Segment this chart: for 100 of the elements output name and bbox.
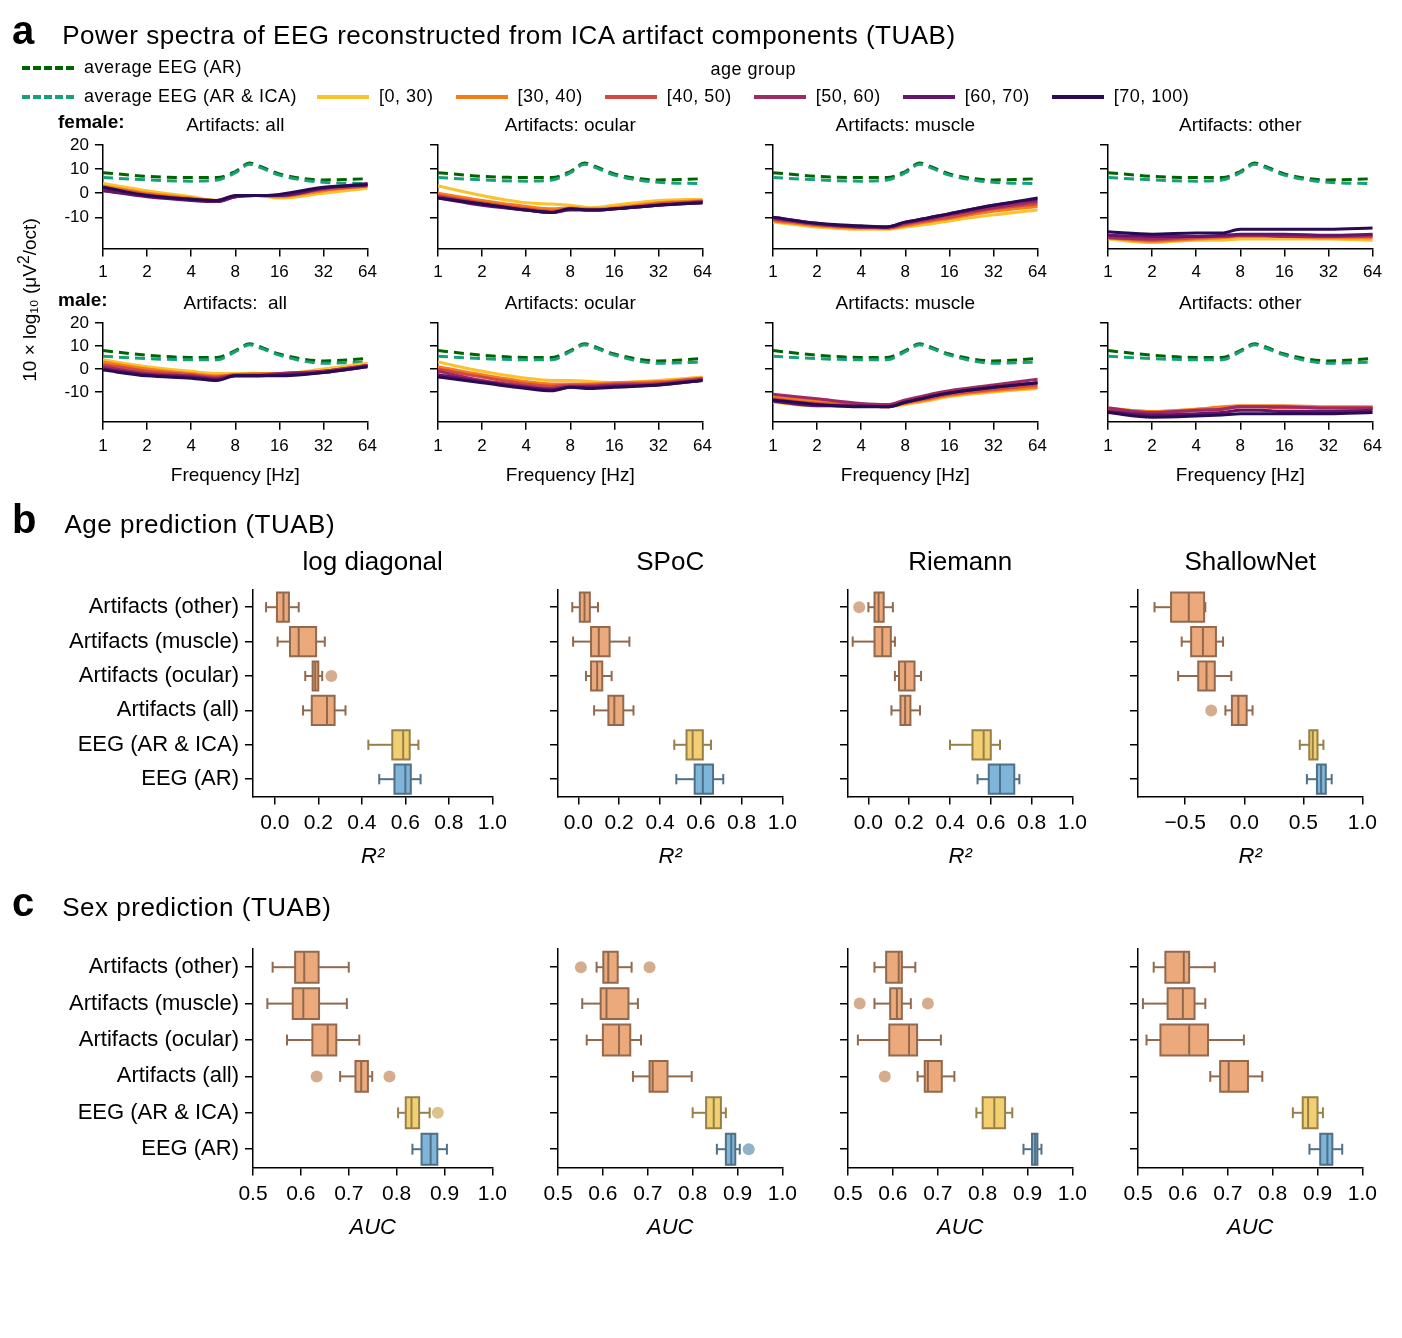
y-tick-label: Artifacts (other)	[88, 593, 239, 619]
x-axis-title: Frequency [Hz]	[840, 463, 970, 485]
x-tick-label: 0.7	[923, 1180, 953, 1204]
x-tick-label: 0.2	[894, 809, 924, 833]
text: Age prediction (TUAB)	[64, 509, 336, 540]
x-tick-label: 0.6	[390, 809, 420, 833]
y-tick-label: 0	[79, 182, 89, 202]
x-tick-label: 32	[648, 435, 668, 455]
x-tick-label: 16	[939, 262, 959, 282]
legend-label: average EEG (AR & ICA)	[83, 86, 298, 107]
y-tick-label: Artifacts (muscle)	[69, 989, 239, 1015]
x-tick-label: 8	[230, 262, 241, 282]
x-tick-label: 2	[812, 435, 822, 455]
x-tick-label: 8	[1235, 262, 1246, 282]
x-axis-title: Frequency [Hz]	[505, 463, 635, 485]
x-tick-label: 1	[1103, 262, 1113, 282]
chart-title: Artifacts: muscle	[835, 291, 975, 313]
x-tick-label: 0.9	[1302, 1180, 1333, 1204]
x-tick-label: 4	[1191, 262, 1201, 282]
text: Power spectra of EEG reconstructed from ICA artifact components (TUAB)	[62, 20, 956, 51]
y-tick-label: Artifacts (ocular)	[78, 662, 239, 688]
x-tick-label: −0.5	[1164, 809, 1206, 833]
x-tick-label: 4	[1191, 435, 1201, 455]
x-tick-label: 8	[900, 435, 911, 455]
x-tick-label: 0.9	[1012, 1180, 1043, 1204]
x-tick-label: 0.8	[727, 809, 757, 833]
x-axis-title: R²	[1238, 842, 1263, 868]
x-tick-label: 2	[142, 435, 152, 455]
x-tick-label: 0.4	[347, 809, 377, 833]
x-tick-label: 64	[358, 262, 378, 282]
x-tick-label: 2	[477, 435, 487, 455]
x-axis-title: AUC	[934, 1213, 984, 1239]
text: a	[12, 8, 35, 53]
x-tick-label: 0.9	[722, 1180, 753, 1204]
x-tick-label: 0.6	[686, 809, 716, 833]
x-tick-label: 0.5	[833, 1180, 863, 1204]
text: c	[12, 880, 35, 925]
x-tick-label: 1	[433, 435, 443, 455]
legend-title: age group	[710, 59, 796, 80]
x-tick-label: 64	[358, 435, 378, 455]
x-tick-label: 8	[565, 262, 576, 282]
x-tick-label: 0.0	[1229, 809, 1259, 833]
x-tick-label: 16	[604, 262, 624, 282]
x-tick-label: 2	[812, 262, 822, 282]
x-tick-label: 1	[768, 262, 778, 282]
x-tick-label: 4	[186, 262, 196, 282]
y-tick-label: EEG (AR)	[141, 765, 239, 791]
x-axis-title: R²	[361, 842, 385, 868]
x-tick-label: 0.0	[853, 809, 883, 833]
x-tick-label: 0.9	[429, 1180, 460, 1204]
x-tick-label: 16	[1274, 435, 1294, 455]
x-axis-title: Frequency [Hz]	[170, 463, 300, 485]
x-axis-title: AUC	[347, 1213, 397, 1239]
x-tick-label: 1.0	[767, 1180, 798, 1204]
x-tick-label: 4	[186, 435, 196, 455]
legend-label: [40, 50)	[665, 86, 732, 107]
legend-label: [30, 40)	[516, 86, 583, 107]
legend-label: [50, 60)	[814, 86, 881, 107]
x-tick-label: 1.0	[1347, 1180, 1378, 1204]
x-axis-title: AUC	[644, 1213, 694, 1239]
x-tick-label: 16	[269, 262, 289, 282]
x-tick-label: 1.0	[1057, 809, 1088, 833]
text: Sex prediction (TUAB)	[62, 892, 332, 923]
x-axis-title: R²	[948, 842, 973, 868]
x-tick-label: 0.8	[434, 809, 464, 833]
y-tick-label: 10	[70, 158, 89, 178]
x-tick-label: 64	[693, 435, 713, 455]
x-axis-title: AUC	[1224, 1213, 1274, 1239]
x-tick-label: 64	[1363, 262, 1383, 282]
x-tick-label: 32	[313, 262, 333, 282]
chart-title: Artifacts: other	[1179, 113, 1303, 135]
chart-title: Artifacts: muscle	[835, 113, 975, 135]
x-tick-label: 1	[98, 435, 108, 455]
x-tick-label: 0.6	[1168, 1180, 1198, 1204]
x-tick-label: 8	[1235, 435, 1246, 455]
x-tick-label: 1.0	[1057, 1180, 1088, 1204]
x-tick-label: 0.5	[1123, 1180, 1153, 1204]
x-tick-label: 0.6	[588, 1180, 618, 1204]
y-tick-label: -10	[64, 206, 89, 226]
x-tick-label: 16	[269, 435, 289, 455]
x-tick-label: 2	[1147, 262, 1157, 282]
y-tick-label: EEG (AR & ICA)	[77, 1098, 239, 1124]
x-tick-label: 0.6	[976, 809, 1006, 833]
x-tick-label: 4	[856, 435, 866, 455]
y-tick-label: EEG (AR)	[141, 1135, 239, 1161]
x-tick-label: 0.2	[303, 809, 333, 833]
x-tick-label: 0.5	[543, 1180, 573, 1204]
y-tick-label: Artifacts (all)	[116, 696, 239, 722]
y-tick-label: Artifacts (muscle)	[69, 627, 239, 653]
x-tick-label: 1.0	[477, 809, 508, 833]
x-tick-label: 1.0	[767, 809, 798, 833]
x-tick-label: 32	[313, 435, 333, 455]
x-tick-label: 16	[604, 435, 624, 455]
chart-title: Artifacts: ocular	[504, 291, 637, 313]
chart-title: SPoC	[636, 546, 705, 577]
x-tick-label: 0.6	[286, 1180, 316, 1204]
x-tick-label: 32	[983, 435, 1003, 455]
chart-title: Artifacts: all	[183, 291, 288, 313]
x-tick-label: 1.0	[1347, 809, 1378, 833]
x-tick-label: 64	[1028, 435, 1048, 455]
